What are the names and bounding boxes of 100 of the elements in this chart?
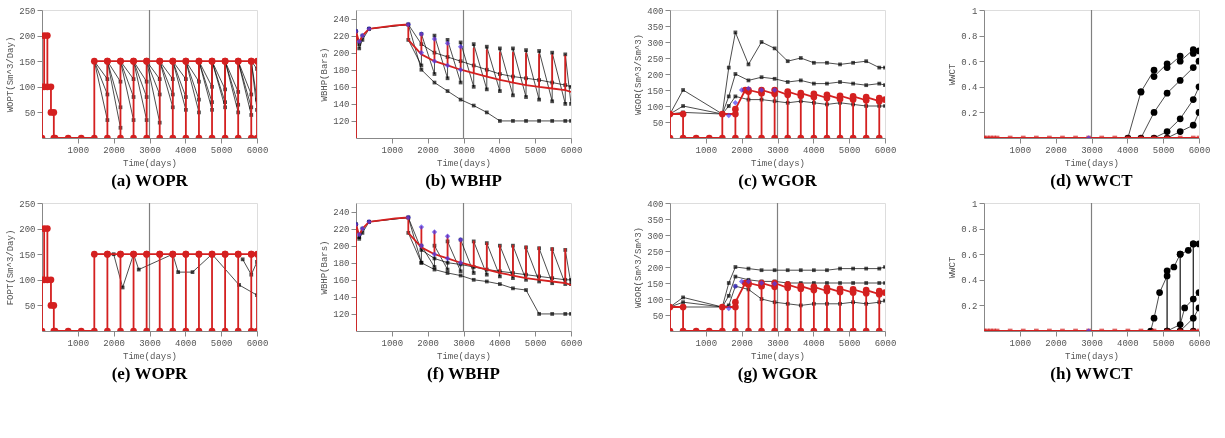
y-tick-label: 160 [333,83,350,94]
y-axis-title: WBHP(Bars) [320,240,331,295]
y-tick-label: 100 [19,83,36,94]
y-tick-label: 180 [333,259,350,270]
x-tick-label: 1000 [695,145,718,156]
y-tick-label: 0.8 [961,32,978,43]
x-tick-label: 1000 [67,338,90,349]
x-tick-label: 2000 [103,145,125,156]
x-tick-label: 5000 [210,145,233,156]
y-tick-label: 250 [647,247,664,258]
y-tick-label: 0.6 [961,57,978,68]
x-tick-label: 1000 [1009,338,1032,349]
x-axis-title: Time(days) [1064,351,1120,362]
y-tick-label: 0.2 [961,301,978,312]
y-tick-label: 50 [24,108,36,119]
x-axis-title: Time(days) [436,351,492,362]
y-tick-label: 350 [647,215,664,226]
x-tick-label: 6000 [560,145,583,156]
y-tick-label: 240 [333,15,350,26]
x-tick-label: 3000 [453,145,475,156]
x-tick-label: 6000 [560,338,583,349]
y-tick-label: 160 [333,276,350,287]
y-axis-title: WWCT [948,256,959,279]
text: (h) WWCT [1050,364,1134,383]
x-tick-label: 2000 [1045,338,1067,349]
x-tick-label: 4000 [489,338,511,349]
x-tick-label: 5000 [838,145,861,156]
y-tick-label: 200 [647,70,664,81]
x-tick-label: 1000 [1009,145,1032,156]
y-tick-label: 100 [19,276,36,287]
y-tick-label: 200 [19,32,36,43]
x-tick-label: 1000 [67,145,90,156]
x-tick-label: 3000 [453,338,475,349]
x-tick-label: 5000 [1152,338,1175,349]
y-tick-label: 240 [333,208,350,219]
x-tick-label: 5000 [524,338,547,349]
x-tick-label: 1000 [381,145,404,156]
x-axis-title: Time(days) [436,158,492,169]
y-tick-label: 50 [24,301,36,312]
x-tick-label: 1000 [381,338,404,349]
y-axis-title: WOPT(Sm^3/Day) [6,36,17,113]
x-tick-label: 5000 [838,338,861,349]
y-tick-label: 120 [333,117,350,128]
y-tick-label: 100 [647,295,664,306]
x-tick-label: 6000 [246,145,269,156]
x-tick-label: 2000 [103,338,125,349]
x-tick-label: 6000 [874,145,897,156]
x-axis-title: Time(days) [750,351,806,362]
x-tick-label: 4000 [175,145,197,156]
x-tick-label: 6000 [246,338,269,349]
y-tick-label: 150 [19,57,36,68]
y-tick-label: 1 [972,6,978,17]
x-tick-label: 6000 [1188,145,1211,156]
y-axis-title: WGOR(Sm^3/Sm^3) [634,33,645,116]
x-tick-label: 2000 [417,145,439,156]
x-tick-label: 2000 [417,338,439,349]
y-tick-label: 200 [647,263,664,274]
x-tick-label: 5000 [524,145,547,156]
x-tick-label: 2000 [731,145,753,156]
x-axis-title: Time(days) [122,351,178,362]
y-tick-label: 150 [19,250,36,261]
x-axis-title: Time(days) [750,158,806,169]
x-tick-label: 3000 [139,338,161,349]
y-tick-label: 400 [647,199,664,210]
x-tick-label: 3000 [1081,338,1103,349]
y-tick-label: 250 [19,6,36,17]
x-tick-label: 4000 [1117,338,1139,349]
y-tick-label: 350 [647,22,664,33]
y-tick-label: 220 [333,225,350,236]
x-tick-label: 4000 [175,338,197,349]
text: (b) WBHP [425,171,502,190]
y-tick-label: 0.8 [961,225,978,236]
x-tick-label: 3000 [139,145,161,156]
x-tick-label: 4000 [803,145,825,156]
text: (g) WGOR [737,364,818,383]
y-tick-label: 250 [19,199,36,210]
y-tick-label: 180 [333,66,350,77]
y-tick-label: 200 [333,49,350,60]
y-axis-title: WGOR(Sm^3/Sm^3) [634,226,645,309]
x-tick-label: 2000 [1045,145,1067,156]
text: (f) WBHP [427,364,500,383]
y-tick-label: 150 [647,86,664,97]
y-tick-label: 120 [333,310,350,321]
text: (a) WOPR [111,171,189,190]
x-tick-label: 2000 [731,338,753,349]
y-tick-label: 140 [333,293,350,304]
y-axis-title: FOPT(Sm^3/Day) [6,229,17,306]
x-tick-label: 6000 [1188,338,1211,349]
x-tick-label: 1000 [695,338,718,349]
y-tick-label: 250 [647,54,664,65]
y-tick-label: 0.2 [961,108,978,119]
text: (c) WGOR [738,171,818,190]
y-tick-label: 0.6 [961,250,978,261]
x-axis-title: Time(days) [1064,158,1120,169]
y-tick-label: 300 [647,38,664,49]
x-tick-label: 4000 [803,338,825,349]
y-tick-label: 200 [333,242,350,253]
y-tick-label: 50 [652,311,664,322]
x-tick-label: 4000 [1117,145,1139,156]
y-tick-label: 100 [647,102,664,113]
